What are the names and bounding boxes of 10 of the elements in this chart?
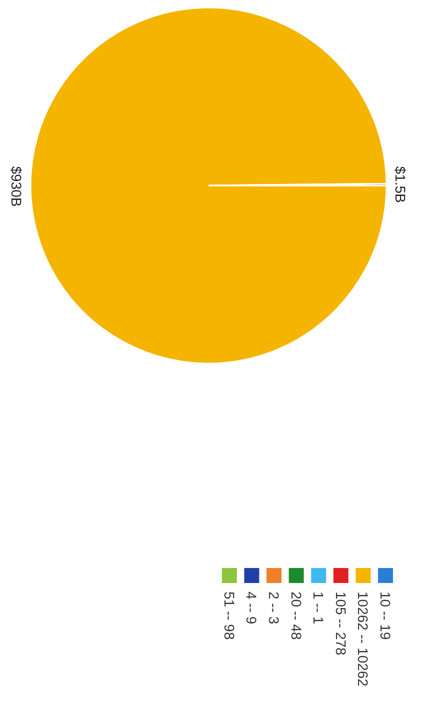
legend-label: 4 -- 9	[244, 592, 260, 624]
data-label: $930B	[8, 166, 24, 207]
legend-label: 10262 -- 10262	[355, 592, 372, 687]
legend-label: 1 -- 1	[310, 592, 327, 624]
legend-label: 2 -- 3	[266, 592, 282, 624]
data-label: $1.5B	[392, 166, 408, 203]
legend-label: 20 -- 48	[288, 592, 304, 640]
legend-label: 105 -- 278	[332, 592, 349, 656]
legend-label: 10 -- 19	[378, 592, 394, 640]
legend-label: 51 -- 98	[221, 592, 238, 640]
